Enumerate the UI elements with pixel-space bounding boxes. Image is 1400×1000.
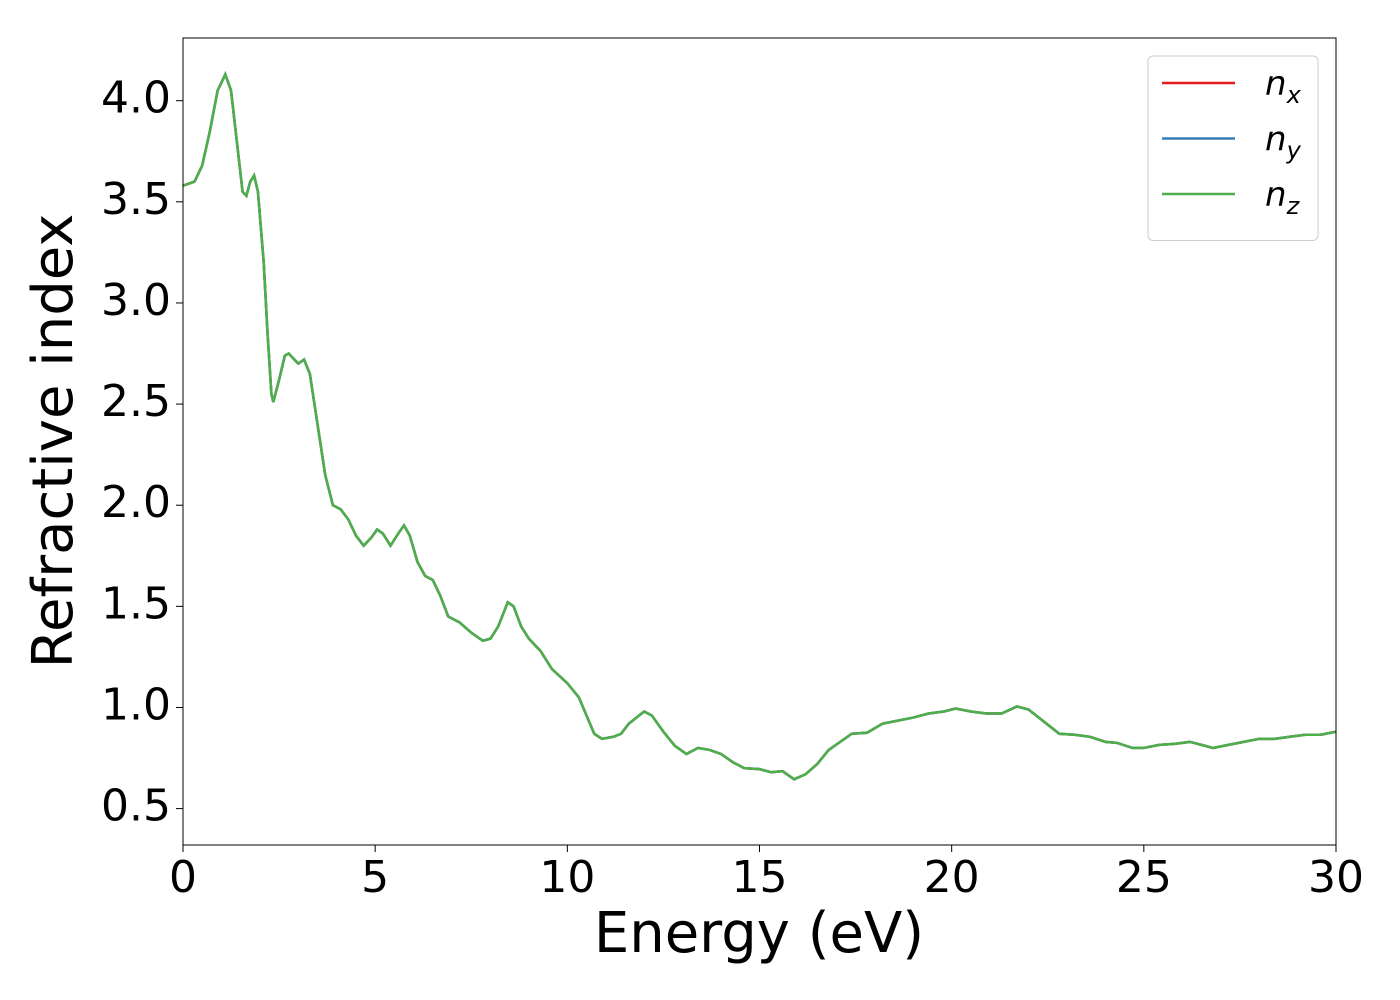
y-axis-label: Refractive index	[21, 214, 86, 669]
legend-label: nz	[1265, 175, 1301, 220]
x-tick-label: 0	[169, 852, 197, 903]
y-tick-label: 4.0	[101, 73, 171, 124]
x-axis-label: Energy (eV)	[594, 901, 924, 966]
x-tick-label: 10	[539, 852, 595, 903]
x-tick-label: 25	[1116, 852, 1172, 903]
plot-frame	[182, 37, 1337, 846]
x-tick-label: 20	[924, 852, 980, 903]
y-tick-label: 0.5	[101, 781, 171, 832]
x-tick-label: 30	[1308, 852, 1364, 903]
legend-label: ny	[1265, 120, 1302, 165]
data-line	[183, 71, 1336, 781]
y-tick-label: 3.0	[101, 275, 171, 326]
x-tick-label: 5	[361, 852, 389, 903]
y-tick-label: 3.5	[101, 174, 171, 225]
y-tick-label: 1.5	[101, 578, 171, 629]
y-tick-label: 2.5	[101, 376, 171, 427]
y-tick-label: 1.0	[101, 679, 171, 730]
y-tick-label: 2.0	[101, 477, 171, 528]
legend-label: nx	[1265, 64, 1302, 109]
x-tick-label: 15	[732, 852, 788, 903]
